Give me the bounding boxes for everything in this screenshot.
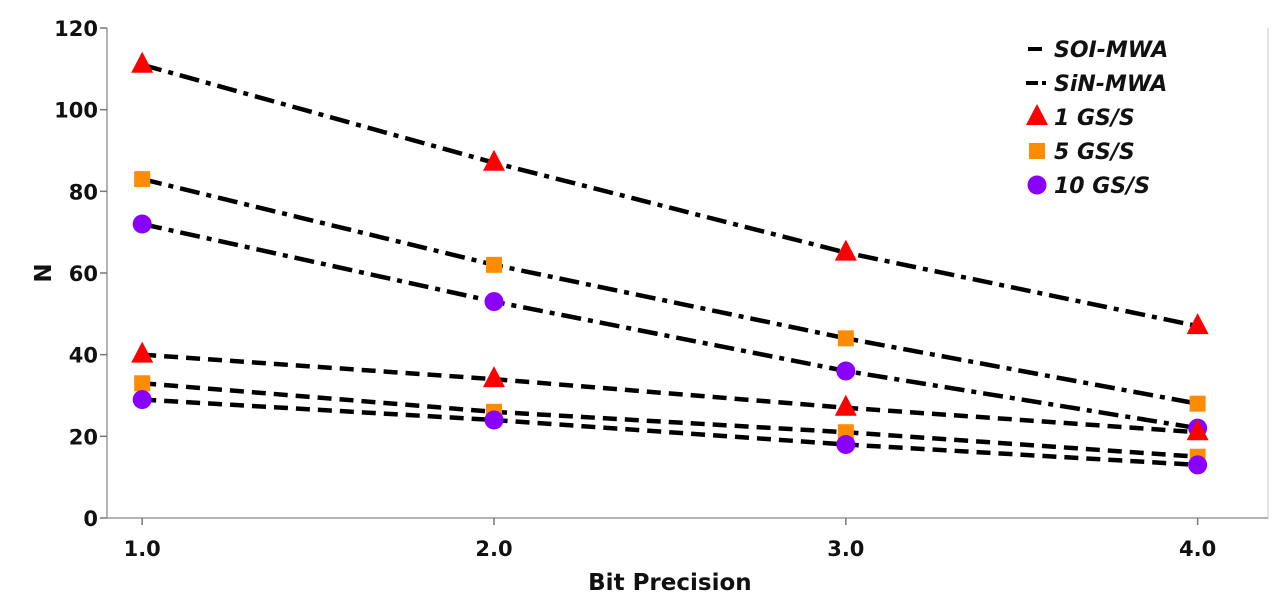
data-point [834,394,857,416]
legend-swatch [1027,175,1047,195]
y-tick-label: 60 [69,262,98,286]
y-axis: 0 20 40 60 80 100 120 [54,17,107,531]
data-point [834,239,857,261]
legend-label: SiN-MWA [1054,72,1167,97]
series-line [141,176,1199,406]
plot-frame [106,28,1269,519]
data-point [132,390,152,410]
y-axis-title: N [31,263,57,282]
data-point [1186,313,1209,335]
data-point [1189,395,1206,412]
legend-label: 1 GS/S [1054,106,1135,131]
series-markers [131,51,1209,475]
legend-label: 5 GS/S [1054,140,1135,165]
x-tick-label: 1.0 [124,537,161,561]
y-tick-label: 80 [69,180,98,204]
data-point [483,366,505,388]
data-point [134,375,151,392]
y-tick-label: 40 [69,344,98,368]
y-tick-label: 100 [54,99,98,123]
legend-label: 10 GS/S [1054,174,1150,199]
x-axis: 1.0 2.0 3.0 4.0 [124,518,1216,561]
x-axis-title: Bit Precision [588,570,751,596]
series-line [141,381,1198,459]
series-line [141,62,1199,329]
data-point [131,51,154,73]
data-point [484,292,504,312]
y-tick-label: 120 [54,17,98,41]
x-tick-label: 3.0 [827,537,864,561]
data-point [484,410,504,430]
y-tick-label: 20 [69,425,98,449]
x-tick-label: 2.0 [475,537,512,561]
data-point [836,361,856,381]
y-tick-label: 0 [83,507,98,531]
legend-label: SOI-MWA [1054,38,1168,63]
data-point [1186,419,1209,441]
x-tick-label: 4.0 [1179,537,1216,561]
data-point [134,171,151,188]
series-line [142,397,1198,468]
series-line [142,352,1198,435]
series-lines [141,62,1199,468]
data-point [486,256,502,273]
series-line [141,221,1198,431]
legend-swatch [1029,143,1045,159]
data-point [1188,455,1208,475]
data-point [483,149,505,171]
data-point [836,435,856,454]
data-point [131,341,154,363]
data-point [837,330,854,347]
legend: SOI-MWA SiN-MWA 1 GS/S 5 GS/S 10 GS/S [1026,38,1168,199]
legend-swatch [1026,103,1048,125]
data-point [132,214,152,234]
